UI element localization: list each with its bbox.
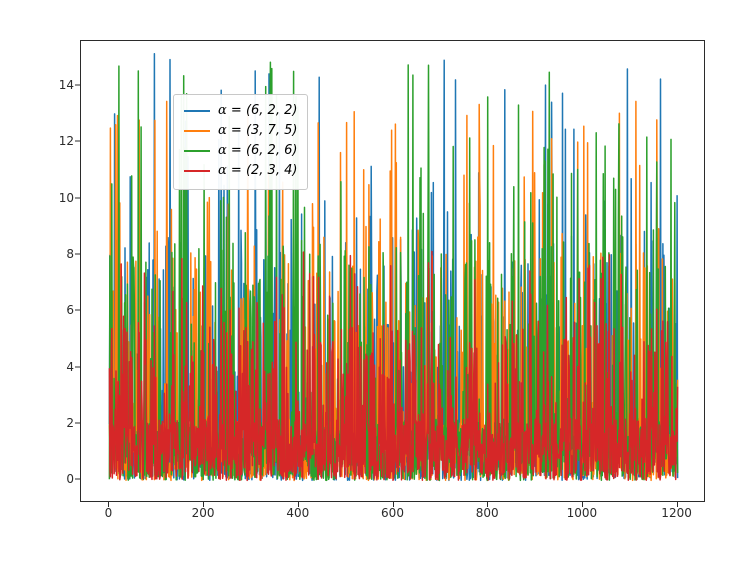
y-tick-mark (75, 197, 80, 198)
y-tick-mark (75, 366, 80, 367)
y-tick-mark (75, 141, 80, 142)
y-tick-label: 14 (59, 78, 74, 92)
y-tick-mark (75, 310, 80, 311)
legend-row: α = (6, 2, 6) (184, 141, 297, 161)
x-tick-label: 1200 (661, 506, 692, 520)
y-tick-label: 4 (66, 360, 74, 374)
y-tick-mark (75, 85, 80, 86)
y-tick-label: 2 (66, 416, 74, 430)
legend-label: α = (2, 3, 4) (218, 161, 297, 181)
y-tick-label: 12 (59, 134, 74, 148)
x-tick-label: 600 (381, 506, 404, 520)
legend-row: α = (6, 2, 2) (184, 101, 297, 121)
x-tick-label: 1000 (567, 506, 598, 520)
legend-swatch (184, 110, 210, 112)
x-tick-label: 0 (105, 506, 113, 520)
legend-label: α = (3, 7, 5) (218, 121, 297, 141)
legend-row: α = (3, 7, 5) (184, 121, 297, 141)
legend-swatch (184, 150, 210, 152)
plot-axes: α = (6, 2, 2)α = (3, 7, 5)α = (6, 2, 6)α… (80, 40, 705, 502)
y-tick-label: 0 (66, 472, 74, 486)
x-tick-label: 200 (192, 506, 215, 520)
legend-swatch (184, 130, 210, 132)
x-tick-label: 400 (286, 506, 309, 520)
legend-swatch (184, 170, 210, 172)
legend: α = (6, 2, 2)α = (3, 7, 5)α = (6, 2, 6)α… (173, 94, 308, 190)
y-tick-mark (75, 254, 80, 255)
legend-label: α = (6, 2, 6) (218, 141, 297, 161)
y-tick-mark (75, 479, 80, 480)
legend-label: α = (6, 2, 2) (218, 101, 297, 121)
x-tick-label: 800 (476, 506, 499, 520)
legend-row: α = (2, 3, 4) (184, 161, 297, 181)
y-tick-label: 10 (59, 191, 74, 205)
y-tick-label: 8 (66, 247, 74, 261)
y-tick-mark (75, 423, 80, 424)
figure: α = (6, 2, 2)α = (3, 7, 5)α = (6, 2, 6)α… (0, 0, 750, 563)
y-tick-label: 6 (66, 303, 74, 317)
